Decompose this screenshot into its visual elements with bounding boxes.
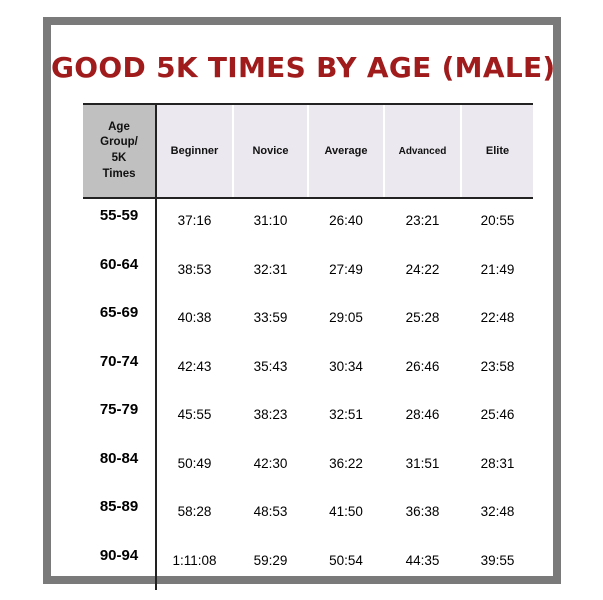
time-cell: 58:28 xyxy=(177,504,212,519)
table-row: 70-74 42:43 35:43 30:34 26:46 23:58 xyxy=(83,349,533,399)
header-age-line1: Age xyxy=(108,120,130,133)
time-cell: 26:46 xyxy=(405,358,440,374)
age-group-cell: 80-84 xyxy=(99,449,139,467)
time-cell: 22:48 xyxy=(480,310,515,325)
time-cell: 26:40 xyxy=(329,213,363,228)
header-age-line3: 5K xyxy=(111,152,127,164)
header-age-line4: Times xyxy=(102,167,136,180)
time-cell: 28:31 xyxy=(480,455,515,471)
time-cell: 23:21 xyxy=(405,213,440,228)
age-group-cell: 55-59 xyxy=(99,207,139,224)
table-row: 85-89 58:28 48:53 41:50 36:38 32:48 xyxy=(83,494,533,544)
time-cell: 28:46 xyxy=(405,407,440,422)
time-cell: 40:38 xyxy=(177,310,212,325)
time-cell: 32:31 xyxy=(253,261,288,277)
time-cell: 1:11:08 xyxy=(172,552,217,568)
time-cell: 39:55 xyxy=(480,552,515,568)
time-cell: 50:54 xyxy=(329,552,363,568)
time-cell: 32:48 xyxy=(480,504,515,519)
column-divider xyxy=(155,105,157,590)
table-header: Age Group/ 5K Times Beginner Novice Aver… xyxy=(83,103,533,199)
time-cell: 25:46 xyxy=(480,407,515,422)
time-cell: 42:30 xyxy=(253,455,288,471)
age-group-cell: 65-69 xyxy=(99,304,139,321)
time-cell: 31:10 xyxy=(253,213,288,228)
time-cell: 30:34 xyxy=(329,358,363,374)
table-row: 80-84 50:49 42:30 36:22 31:51 28:31 xyxy=(83,446,533,496)
header-age-line2: Group/ xyxy=(100,136,138,149)
age-group-cell: 90-94 xyxy=(99,546,139,564)
table-row: 90-94 1:11:08 59:29 50:54 44:35 39:55 xyxy=(83,543,533,593)
table-row: 55-59 37:16 31:10 26:40 23:21 20:55 xyxy=(83,203,533,253)
time-cell: 29:05 xyxy=(329,310,363,325)
time-cell: 41:50 xyxy=(329,504,363,519)
age-group-cell: 75-79 xyxy=(99,401,139,418)
time-cell: 37:16 xyxy=(177,213,212,228)
age-group-cell: 60-64 xyxy=(99,255,139,273)
time-cell: 59:29 xyxy=(253,552,288,568)
time-cell: 44:35 xyxy=(405,552,440,568)
table-row: 75-79 45:55 38:23 32:51 28:46 25:46 xyxy=(83,397,533,447)
time-cell: 35:43 xyxy=(253,358,288,374)
time-cell: 31:51 xyxy=(405,455,440,471)
header-elite: Elite xyxy=(462,105,533,197)
age-group-cell: 85-89 xyxy=(99,498,139,515)
header-beginner: Beginner xyxy=(157,105,232,197)
time-cell: 21:49 xyxy=(480,261,515,277)
time-cell: 36:38 xyxy=(405,504,440,519)
header-novice: Novice xyxy=(234,105,307,197)
time-cell: 33:59 xyxy=(253,310,288,325)
time-cell: 23:58 xyxy=(480,358,515,374)
time-cell: 42:43 xyxy=(177,358,212,374)
time-cell: 27:49 xyxy=(329,261,363,277)
time-cell: 38:23 xyxy=(253,407,288,422)
table-row: 60-64 38:53 32:31 27:49 24:22 21:49 xyxy=(83,252,533,302)
table-row: 65-69 40:38 33:59 29:05 25:28 22:48 xyxy=(83,300,533,350)
time-cell: 25:28 xyxy=(405,310,440,325)
time-cell: 48:53 xyxy=(253,504,288,519)
time-cell: 36:22 xyxy=(329,455,363,471)
page-title: GOOD 5K TIMES BY AGE (MALE) xyxy=(51,51,556,84)
header-average: Average xyxy=(309,105,383,197)
time-cell: 38:53 xyxy=(177,261,212,277)
header-advanced: Advanced xyxy=(385,105,460,197)
time-cell: 24:22 xyxy=(405,261,440,277)
table-card: GOOD 5K TIMES BY AGE (MALE) Age Group/ 5… xyxy=(43,17,561,590)
time-cell: 20:55 xyxy=(480,213,515,228)
age-group-cell: 70-74 xyxy=(99,352,139,370)
time-cell: 45:55 xyxy=(177,407,212,422)
time-cell: 50:49 xyxy=(177,455,212,471)
header-age-group: Age Group/ 5K Times xyxy=(83,105,155,197)
time-cell: 32:51 xyxy=(329,407,363,422)
